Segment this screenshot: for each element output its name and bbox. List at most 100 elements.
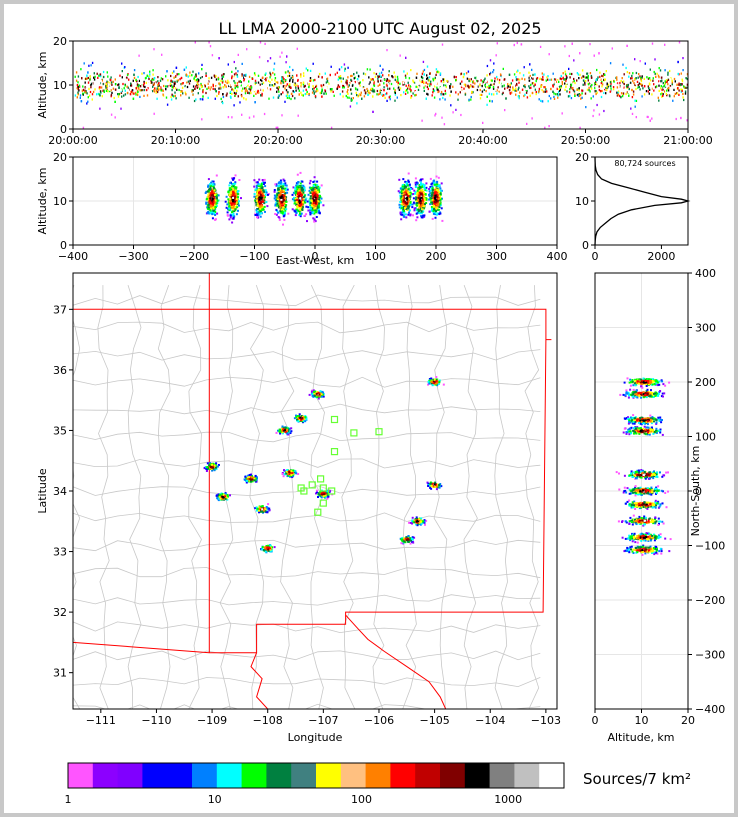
source-point xyxy=(476,88,479,92)
source-point xyxy=(214,214,217,216)
source-point xyxy=(194,87,196,90)
source-point xyxy=(242,76,244,79)
source-point xyxy=(518,81,520,84)
source-point xyxy=(567,95,570,98)
source-point xyxy=(275,213,278,216)
source-point xyxy=(441,81,443,84)
source-point xyxy=(521,88,524,91)
source-point xyxy=(207,210,210,213)
source-point xyxy=(653,89,655,92)
source-point xyxy=(260,94,262,97)
source-point xyxy=(552,84,554,87)
source-point xyxy=(550,78,553,81)
source-point xyxy=(409,200,412,203)
source-point xyxy=(96,93,98,96)
source-point xyxy=(414,91,417,94)
source-point xyxy=(414,181,417,184)
source-point xyxy=(209,209,212,212)
source-point xyxy=(309,213,312,216)
source-point xyxy=(249,88,252,91)
source-point xyxy=(235,213,238,216)
source-point xyxy=(294,188,297,191)
source-point xyxy=(432,204,435,207)
source-point xyxy=(443,93,445,96)
source-point xyxy=(399,211,402,214)
source-point xyxy=(592,80,594,83)
source-point xyxy=(440,93,442,96)
source-point xyxy=(162,89,164,92)
source-point xyxy=(568,54,570,58)
source-point xyxy=(443,123,446,126)
source-point xyxy=(481,80,484,83)
source-point xyxy=(682,92,684,96)
source-point xyxy=(299,171,302,174)
source-point xyxy=(257,190,260,193)
source-point xyxy=(295,212,298,214)
source-point xyxy=(97,92,100,95)
source-point xyxy=(209,88,212,91)
source-point xyxy=(579,93,582,96)
source-point xyxy=(416,216,419,219)
source-point xyxy=(180,88,182,91)
source-point xyxy=(560,74,562,78)
source-point xyxy=(280,82,282,85)
source-point xyxy=(418,191,421,194)
source-point xyxy=(545,88,547,91)
source-point xyxy=(332,90,334,93)
source-point xyxy=(182,82,184,85)
source-point xyxy=(344,67,346,70)
source-point xyxy=(151,78,153,81)
source-point xyxy=(360,87,362,90)
source-point xyxy=(213,183,216,186)
source-point xyxy=(353,82,355,85)
source-point xyxy=(401,211,404,214)
source-point xyxy=(435,188,438,191)
source-point xyxy=(294,210,297,213)
source-point xyxy=(455,91,457,94)
source-point xyxy=(226,81,228,85)
source-point xyxy=(541,78,543,81)
source-point xyxy=(637,86,639,89)
source-point xyxy=(237,95,239,98)
source-point xyxy=(321,90,323,93)
source-point xyxy=(652,87,654,90)
source-point xyxy=(412,201,415,204)
source-point xyxy=(145,76,147,79)
source-point xyxy=(305,88,307,91)
source-point xyxy=(274,79,276,82)
source-point xyxy=(352,97,354,100)
source-point xyxy=(427,79,430,82)
source-point xyxy=(441,93,443,96)
source-point xyxy=(684,90,687,93)
source-point xyxy=(535,80,537,83)
source-point xyxy=(576,88,578,91)
source-point xyxy=(611,47,613,50)
source-point xyxy=(232,188,235,191)
source-point xyxy=(553,78,556,81)
source-point xyxy=(207,193,210,196)
source-point xyxy=(641,84,643,87)
source-point xyxy=(553,81,555,84)
source-point xyxy=(677,87,679,90)
source-point xyxy=(143,85,145,88)
source-point xyxy=(296,205,298,208)
source-point xyxy=(153,48,155,51)
source-point xyxy=(680,72,682,75)
source-point xyxy=(284,189,287,192)
source-point xyxy=(508,89,511,92)
source-point xyxy=(131,89,134,92)
source-point xyxy=(307,209,310,212)
source-point xyxy=(256,181,259,184)
source-point xyxy=(228,203,231,206)
source-point xyxy=(111,91,113,94)
source-point xyxy=(436,192,439,195)
source-point xyxy=(673,95,675,98)
source-point xyxy=(421,80,424,83)
source-point xyxy=(609,90,611,93)
source-point xyxy=(616,86,619,89)
source-point xyxy=(429,192,432,195)
source-point xyxy=(234,174,237,177)
source-point xyxy=(233,89,235,92)
source-point xyxy=(363,95,366,98)
source-point xyxy=(477,85,480,88)
